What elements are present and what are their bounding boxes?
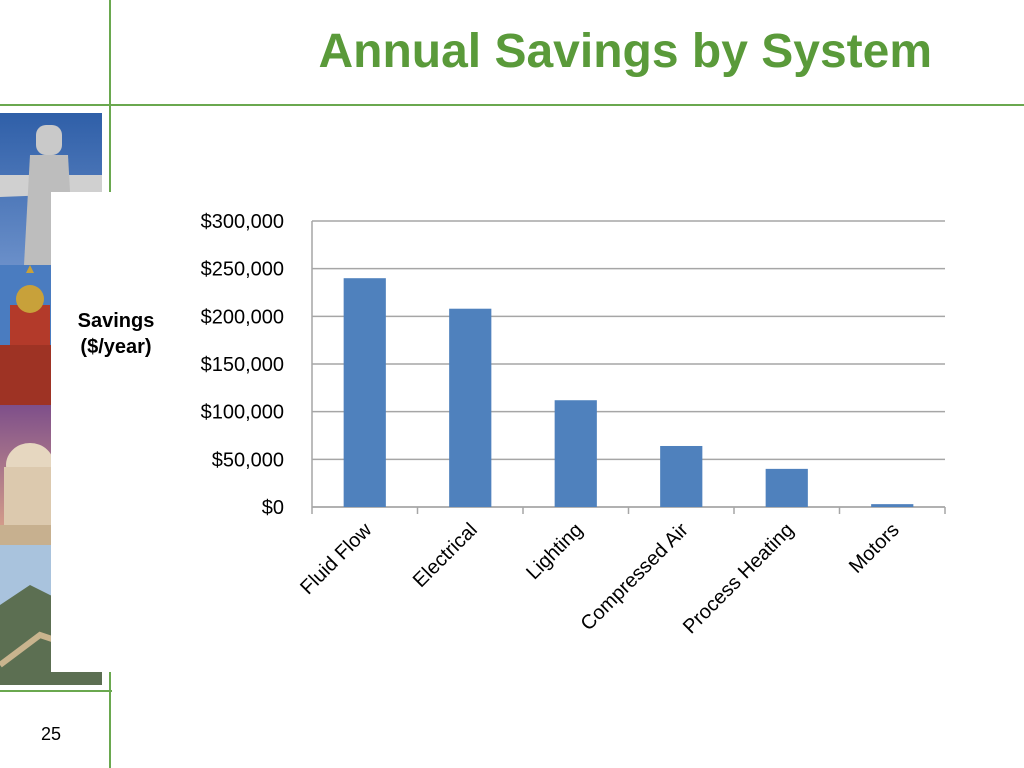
y-tick-label: $300,000 <box>201 211 284 233</box>
y-axis-title: Savings ($/year) <box>77 310 155 358</box>
bar <box>343 278 386 507</box>
slide-title: Annual Savings by System <box>318 25 932 78</box>
bar <box>660 445 703 507</box>
y-tick-label: $100,000 <box>201 402 284 424</box>
page-number: 25 <box>41 724 62 744</box>
footer-divider-line <box>0 690 112 692</box>
header-divider-line <box>0 104 1024 106</box>
bar <box>765 468 808 507</box>
y-tick-label: $200,000 <box>201 306 284 328</box>
x-tick-label: Process Heating <box>679 519 798 638</box>
x-tick-label: Lighting <box>522 519 587 584</box>
x-tick-label: Electrical <box>409 519 482 592</box>
y-tick-label: $150,000 <box>201 354 284 376</box>
bar <box>554 400 597 507</box>
x-tick-label: Motors <box>845 519 904 578</box>
y-tick-label: $0 <box>262 497 284 519</box>
x-tick-label: Compressed Air <box>577 519 693 635</box>
bar <box>449 308 492 507</box>
chart-panel: $0 $50,000 $100,000 $150,000 $200,000 $250,00… <box>51 192 960 672</box>
bar-chart: $0 $50,000 $100,000 $150,000 $200,000 $250,00… <box>201 211 946 638</box>
y-tick-label: $50,000 <box>212 449 284 471</box>
bar <box>871 504 914 507</box>
x-tick-label: Fluid Flow <box>296 519 376 599</box>
y-tick-label: $250,000 <box>201 259 284 281</box>
